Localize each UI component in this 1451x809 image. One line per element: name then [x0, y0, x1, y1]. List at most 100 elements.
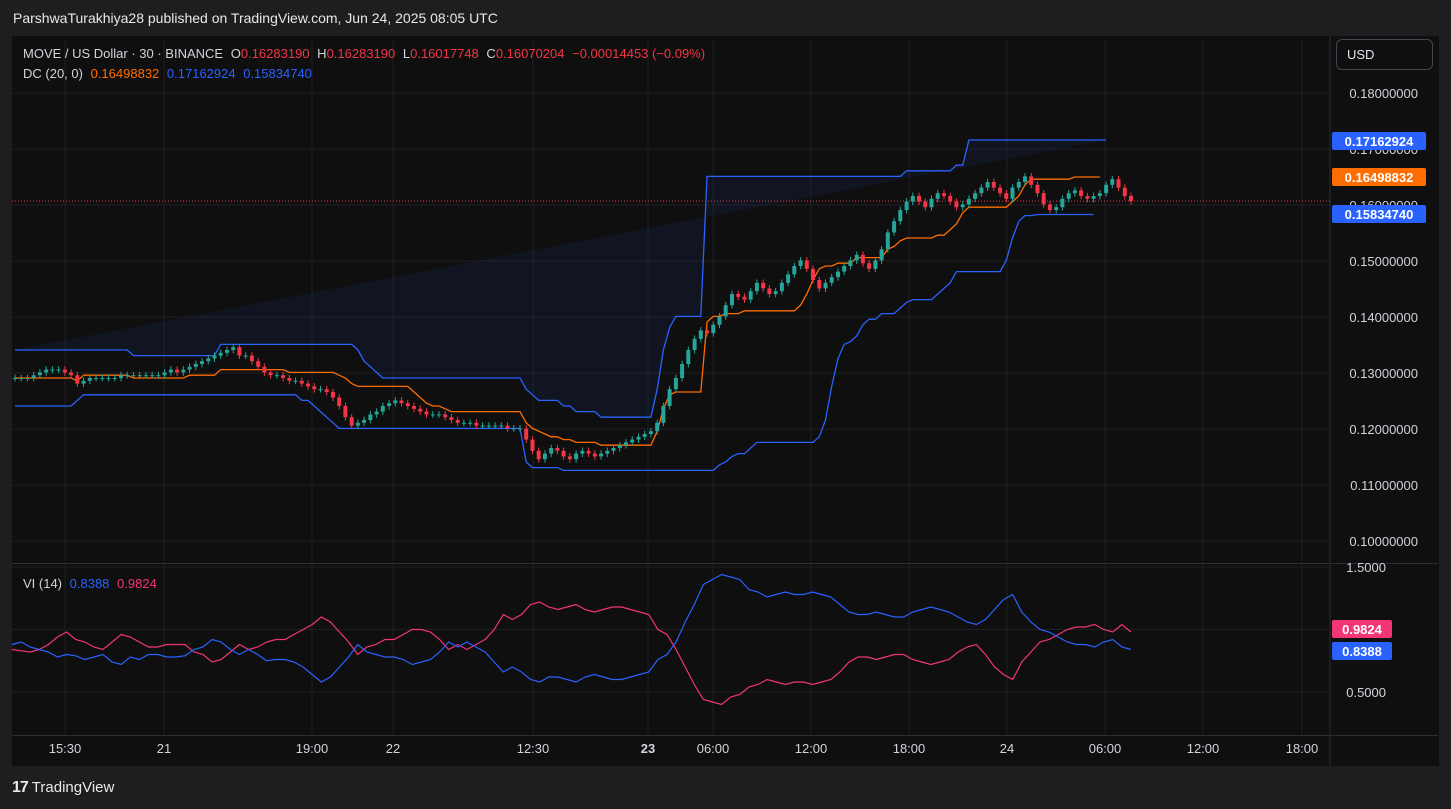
candle-body[interactable]	[854, 254, 859, 261]
candle-body[interactable]	[530, 439, 535, 451]
candle-body[interactable]	[605, 450, 610, 454]
candle-body[interactable]	[1054, 207, 1059, 210]
candle-body[interactable]	[667, 389, 672, 406]
candle-body[interactable]	[468, 422, 473, 424]
candle-body[interactable]	[742, 296, 747, 300]
candle-body[interactable]	[486, 425, 491, 427]
candle-body[interactable]	[717, 316, 722, 325]
candle-body[interactable]	[119, 375, 123, 378]
candle-body[interactable]	[786, 274, 791, 283]
candle-body[interactable]	[412, 406, 416, 409]
candle-body[interactable]	[680, 364, 685, 378]
candle-body[interactable]	[13, 378, 17, 379]
candle-body[interactable]	[599, 453, 604, 457]
candle-body[interactable]	[299, 380, 304, 384]
candle-body[interactable]	[923, 201, 928, 208]
candle-body[interactable]	[200, 361, 204, 364]
candles[interactable]	[13, 173, 1133, 463]
candle-body[interactable]	[225, 350, 229, 353]
candle-body[interactable]	[655, 422, 660, 432]
candle-body[interactable]	[143, 375, 148, 377]
candle-body[interactable]	[642, 434, 647, 437]
candle-body[interactable]	[156, 375, 161, 377]
candle-body[interactable]	[960, 204, 965, 208]
candle-body[interactable]	[511, 428, 516, 430]
candle-body[interactable]	[318, 389, 323, 391]
candle-body[interactable]	[262, 366, 267, 373]
candle-body[interactable]	[362, 420, 367, 423]
candle-body[interactable]	[1072, 190, 1077, 194]
candle-body[interactable]	[1097, 193, 1102, 196]
candle-body[interactable]	[648, 431, 653, 434]
candle-body[interactable]	[985, 182, 990, 188]
candle-body[interactable]	[100, 378, 105, 379]
candle-body[interactable]	[1091, 196, 1096, 199]
candle-body[interactable]	[324, 389, 329, 392]
candle-body[interactable]	[256, 361, 261, 367]
candle-body[interactable]	[536, 450, 541, 460]
candle-body[interactable]	[561, 450, 566, 457]
candle-body[interactable]	[387, 403, 392, 406]
candle-body[interactable]	[524, 428, 529, 440]
candle-body[interactable]	[761, 282, 766, 289]
candle-body[interactable]	[69, 372, 74, 376]
candle-body[interactable]	[168, 369, 173, 373]
candle-body[interactable]	[966, 198, 971, 205]
candle-body[interactable]	[705, 330, 709, 334]
candle-body[interactable]	[1041, 193, 1046, 205]
candle-body[interactable]	[505, 425, 510, 429]
candle-body[interactable]	[804, 260, 809, 269]
candle-body[interactable]	[1129, 196, 1133, 201]
candle-body[interactable]	[779, 282, 784, 292]
candle-body[interactable]	[268, 372, 273, 376]
candle-body[interactable]	[711, 324, 716, 334]
candle-body[interactable]	[991, 182, 996, 188]
candle-body[interactable]	[1110, 179, 1115, 185]
candle-body[interactable]	[1060, 198, 1065, 208]
candle-body[interactable]	[1016, 182, 1021, 188]
candle-body[interactable]	[87, 378, 92, 381]
candle-body[interactable]	[823, 282, 828, 289]
candle-body[interactable]	[150, 375, 155, 377]
candle-body[interactable]	[368, 414, 373, 420]
candle-body[interactable]	[437, 414, 441, 416]
candle-body[interactable]	[592, 453, 597, 457]
candle-body[interactable]	[399, 400, 404, 404]
candle-body[interactable]	[917, 196, 921, 202]
candle-body[interactable]	[910, 196, 915, 202]
candle-body[interactable]	[337, 397, 342, 406]
candle-body[interactable]	[1066, 193, 1071, 199]
candle-body[interactable]	[1079, 190, 1084, 196]
chart-frame[interactable]	[12, 36, 1439, 766]
candle-body[interactable]	[979, 187, 984, 194]
candle-body[interactable]	[624, 442, 628, 446]
candle-body[interactable]	[860, 254, 865, 264]
candle-body[interactable]	[430, 414, 435, 416]
candle-body[interactable]	[686, 350, 691, 364]
candle-body[interactable]	[1010, 187, 1015, 199]
candle-body[interactable]	[312, 386, 317, 390]
candle-body[interactable]	[661, 406, 666, 423]
candle-body[interactable]	[112, 378, 117, 379]
candle-body[interactable]	[187, 366, 192, 370]
candle-body[interactable]	[405, 403, 410, 406]
candle-body[interactable]	[518, 428, 522, 430]
candle-body[interactable]	[798, 260, 803, 266]
candle-body[interactable]	[567, 456, 572, 460]
candle-body[interactable]	[1104, 184, 1109, 194]
candle-body[interactable]	[449, 417, 454, 420]
candle-body[interactable]	[767, 288, 772, 294]
currency-button[interactable]: USD	[1336, 39, 1433, 70]
candle-body[interactable]	[237, 347, 242, 356]
candle-body[interactable]	[904, 201, 909, 210]
candle-body[interactable]	[231, 347, 236, 350]
candle-body[interactable]	[480, 425, 485, 427]
candle-body[interactable]	[811, 268, 815, 280]
candle-body[interactable]	[37, 372, 42, 376]
candle-body[interactable]	[954, 201, 959, 208]
candle-body[interactable]	[698, 330, 703, 339]
candle-body[interactable]	[1029, 176, 1034, 185]
candle-body[interactable]	[748, 291, 753, 300]
candle-body[interactable]	[1085, 196, 1090, 199]
candle-body[interactable]	[293, 380, 298, 382]
